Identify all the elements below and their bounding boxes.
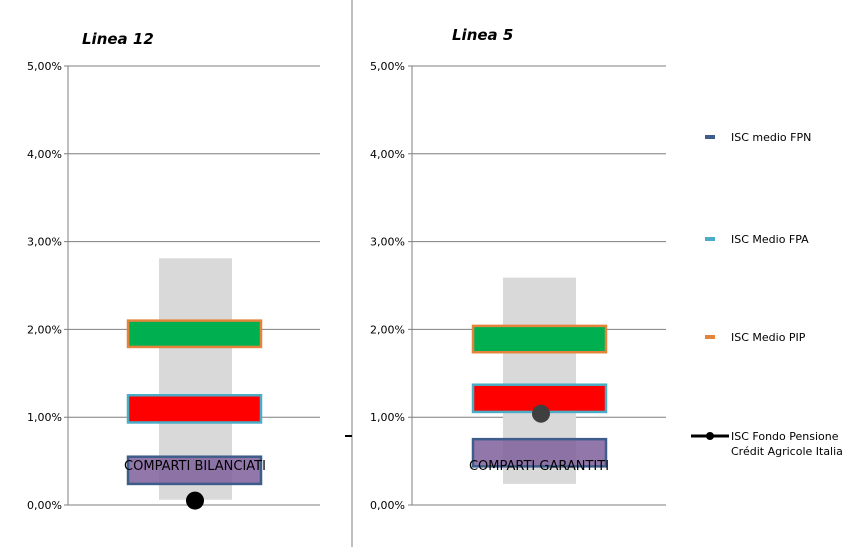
legend-label: ISC Medio PIP <box>731 331 806 344</box>
y-tick-label: 3,00% <box>370 236 405 249</box>
y-tick-label: 0,00% <box>370 499 405 512</box>
legend-label: ISC Fondo Pensione Crédit Agricole Italia <box>731 430 843 458</box>
legend-label: ISC Medio FPA <box>731 233 809 246</box>
y-tick-label: 3,00% <box>27 236 62 249</box>
fpa-range-box <box>126 394 263 424</box>
fpn-range-box <box>471 437 608 468</box>
x-category-label: COMPARTI BILANCIATI <box>124 459 266 474</box>
pip-range-box <box>126 319 263 349</box>
chart-legend: ISC medio FPN ISC Medio FPA ISC Medio PIP I… <box>691 131 843 458</box>
chart-panel-linea-5: Linea 5 0,00% 1,00% 2,00% 3,00% 4,00% 5,00% C… <box>370 26 666 512</box>
y-tick-label: 0,00% <box>27 499 62 512</box>
y-tick-label: 1,00% <box>27 411 62 424</box>
y-tick-label: 5,00% <box>27 60 62 73</box>
legend-label: ISC medio FPN <box>731 131 811 144</box>
chart-title: Linea 5 <box>452 26 513 44</box>
chart-panel-linea-12: Linea 12 0,00%1,00%2,00%3,00%4,00%5,00% … <box>27 30 320 512</box>
fpn-range-box <box>126 455 263 486</box>
isc-fondo-marker <box>532 404 550 423</box>
y-tick-label: 2,00% <box>370 323 405 336</box>
pip-range-box <box>471 324 608 354</box>
y-tick-label: 1,00% <box>370 411 405 424</box>
x-category-label: COMPARTI GARANTITI <box>469 459 609 474</box>
y-tick-label: 4,00% <box>27 148 62 161</box>
isc-fondo-marker <box>186 491 204 510</box>
chart-title: Linea 12 <box>82 30 154 48</box>
y-tick-label: 5,00% <box>370 60 405 73</box>
legend-swatch-dot <box>706 432 714 440</box>
y-tick-label: 2,00% <box>27 323 62 336</box>
y-tick-label: 4,00% <box>370 148 405 161</box>
